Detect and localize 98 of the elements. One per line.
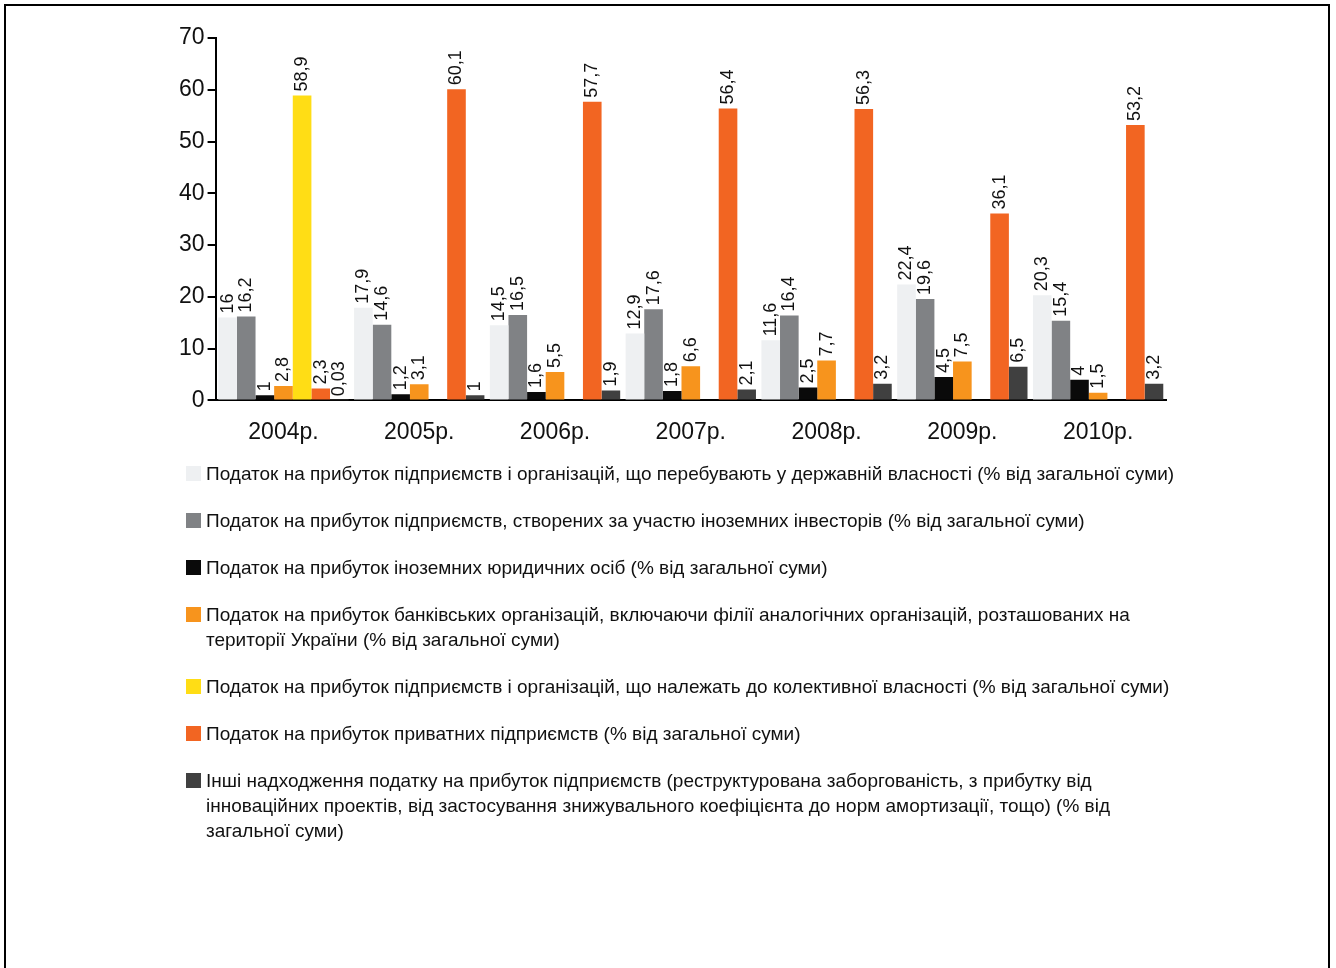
data-label: 4,5 <box>932 348 953 374</box>
bar <box>465 395 485 400</box>
legend-label: Податок на прибуток підприємств і організацій, що належать до колективної власності (% від загальної суми) <box>206 675 1170 699</box>
bar <box>644 309 663 400</box>
y-tick-label: 70 <box>178 23 205 50</box>
data-label: 1 <box>253 381 274 392</box>
data-label: 14,6 <box>370 285 391 321</box>
y-tick-label: 0 <box>191 385 205 412</box>
legend-label: Податок на прибуток підприємств і організацій, що перебувають у державній власності (% від загальної суми) <box>206 462 1175 486</box>
bar <box>897 284 916 400</box>
data-label: 4 <box>1068 365 1089 376</box>
y-tick-label: 30 <box>178 230 205 257</box>
data-label: 1,9 <box>599 361 620 387</box>
bar <box>582 101 602 400</box>
bar <box>489 325 509 400</box>
bar <box>953 361 972 400</box>
x-tick-label: 2009р. <box>927 417 998 444</box>
x-tick-label: 2006р. <box>519 417 591 444</box>
legend-label: Податок на прибуток приватних підприємств (% від загальної суми) <box>206 722 801 746</box>
bar <box>447 89 466 400</box>
data-label: 56,3 <box>852 69 873 105</box>
data-label: 1,6 <box>525 363 546 389</box>
data-label: 1,5 <box>1087 363 1108 389</box>
data-label: 11,6 <box>759 302 780 337</box>
bar <box>545 371 565 400</box>
data-label: 16 <box>216 293 237 314</box>
bar <box>761 340 781 400</box>
data-label: 19,6 <box>914 259 935 295</box>
y-tick-label: 10 <box>178 333 205 360</box>
bar <box>990 213 1009 400</box>
bar <box>508 314 528 400</box>
data-label: 1,2 <box>389 365 410 391</box>
bar <box>1051 320 1071 400</box>
data-label: 3,2 <box>871 354 892 380</box>
bar <box>718 108 738 400</box>
legend-label: Податок на прибуток банківських організацій, включаючи філії аналогічних організацій, розташованих на території України (% від загальної суми) <box>206 603 1131 652</box>
y-tick-label: 20 <box>178 282 205 309</box>
bar <box>915 298 935 400</box>
data-label: 0,03 <box>328 361 349 397</box>
x-tick-label: 2005р. <box>384 417 455 444</box>
bar <box>1144 383 1164 400</box>
data-label: 5,5 <box>543 342 564 368</box>
data-label: 56,4 <box>717 69 737 105</box>
data-label: 58,9 <box>291 56 312 92</box>
data-label: 3,2 <box>1142 354 1163 380</box>
bar <box>625 333 645 400</box>
data-label: 17,9 <box>352 268 373 304</box>
data-label: 60,1 <box>445 50 466 86</box>
data-label: 2,5 <box>796 358 817 384</box>
bar <box>409 384 429 400</box>
bar <box>681 366 701 400</box>
data-label: 16,5 <box>506 275 527 311</box>
data-label: 20,3 <box>1031 256 1052 292</box>
legend-label: Податок на прибуток підприємств, створених за участю іноземних інвесторів (% від загальної суми) <box>206 509 1085 533</box>
data-label: 2,8 <box>272 356 293 382</box>
legend-label: Податок на прибуток іноземних юридичних осіб (% від загальної суми) <box>206 556 828 580</box>
bar <box>354 307 373 400</box>
data-label: 7,5 <box>951 332 972 358</box>
bar <box>292 95 312 400</box>
data-label: 36,1 <box>988 174 1009 210</box>
data-label: 16,4 <box>778 276 799 312</box>
data-label: 7,7 <box>815 331 836 357</box>
data-label: 2,3 <box>309 359 330 385</box>
x-tick-label: 2004р. <box>248 417 319 444</box>
bar <box>236 316 256 400</box>
x-tick-label: 2007р. <box>655 417 726 444</box>
data-label: 22,4 <box>895 245 916 281</box>
bar <box>737 389 756 400</box>
bar <box>274 385 293 400</box>
bar <box>1032 295 1052 400</box>
data-label: 1 <box>464 381 485 392</box>
legend-label: Інші надходження податку на прибуток підприємств (реструктурована заборгованість, з прибутку від інноваційних проектів, від застосування знижувального коефіцієнта до норм амортизації, тощо) (% від загальної суми) <box>206 769 1111 843</box>
data-label: 6,6 <box>679 337 700 363</box>
data-label: 1,8 <box>661 362 682 388</box>
bar <box>311 388 331 400</box>
bar <box>780 315 799 400</box>
data-label: 53,2 <box>1124 85 1145 121</box>
data-label: 12,9 <box>623 294 644 330</box>
bar <box>1008 366 1028 400</box>
data-label: 15,4 <box>1049 281 1070 317</box>
x-tick-label: 2010р. <box>1062 417 1134 444</box>
y-tick-label: 60 <box>178 75 205 102</box>
data-label: 14,5 <box>488 286 509 322</box>
bar <box>218 317 237 400</box>
bar <box>1126 124 1145 400</box>
data-label: 57,7 <box>581 62 602 98</box>
bar <box>854 108 874 400</box>
bar <box>817 360 836 400</box>
bar <box>873 383 892 400</box>
data-label: 17,6 <box>642 270 663 306</box>
x-tick-label: 2008р. <box>791 417 862 444</box>
data-label: 6,5 <box>1007 337 1028 363</box>
data-label: 16,2 <box>235 277 256 313</box>
data-label: 2,1 <box>735 360 756 386</box>
data-label: 3,1 <box>408 355 429 381</box>
y-tick-label: 50 <box>178 126 205 153</box>
y-tick-label: 40 <box>178 178 205 205</box>
bar <box>372 324 392 400</box>
